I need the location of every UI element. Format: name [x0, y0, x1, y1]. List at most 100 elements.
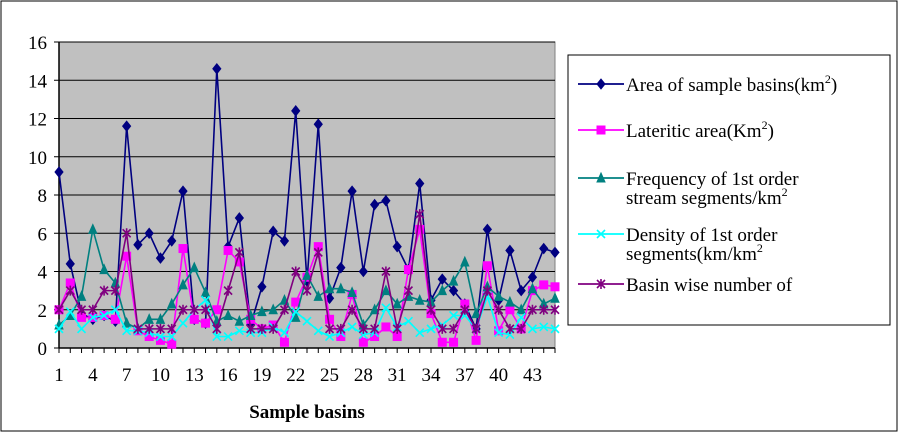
data-point: [200, 286, 211, 298]
data-point: [155, 313, 166, 324]
data-point: [302, 285, 312, 296]
y-tick-labels: 0 2 4 6 8 10 12 14 16: [28, 33, 48, 360]
data-point: [189, 261, 200, 273]
data-point: [279, 337, 289, 347]
data-point: [527, 271, 538, 284]
data-point: [494, 328, 504, 338]
data-point: [392, 323, 402, 334]
data-point: [403, 316, 414, 326]
legend-label: Lateritic area(Km2): [626, 118, 774, 142]
x-tick-label: 1: [54, 365, 64, 386]
data-point: [201, 318, 211, 328]
x-tick-label: 7: [122, 365, 132, 386]
data-point: [381, 266, 391, 277]
data-point: [471, 307, 481, 319]
data-point: [155, 252, 166, 264]
legend-label: stream segments/km2: [626, 185, 788, 209]
data-point: [279, 328, 290, 338]
data-point: [392, 240, 402, 253]
legend: Area of sample basins(km2) Lateritic area…: [578, 72, 837, 296]
data-point: [121, 120, 132, 132]
data-point: [246, 323, 256, 334]
data-point: [257, 280, 267, 293]
y-tick-label: 10: [28, 148, 47, 169]
data-point: [324, 323, 335, 334]
data-point: [403, 285, 414, 296]
data-point: [381, 322, 391, 332]
data-point: [54, 324, 64, 334]
x-tick-label: 10: [151, 365, 170, 386]
data-point: [539, 304, 549, 315]
legend-marker: [596, 171, 606, 183]
data-point: [268, 323, 278, 334]
data-point: [88, 312, 98, 322]
data-point: [448, 323, 459, 334]
x-tick-label: 19: [252, 365, 271, 386]
data-point: [99, 310, 109, 321]
x-axis-title: Sample basins: [249, 402, 365, 423]
legend-label: Frequency of 1st order: [626, 169, 799, 190]
data-point: [178, 244, 188, 254]
data-point: [437, 284, 448, 296]
data-point: [133, 238, 143, 251]
data-point: [426, 304, 436, 315]
data-point: [347, 322, 357, 332]
data-point: [133, 323, 143, 334]
legend-label: Area of sample basins(km2): [626, 72, 837, 96]
x-tick-label: 31: [388, 365, 407, 386]
y-tick-label: 14: [28, 71, 48, 92]
data-point: [505, 323, 515, 334]
data-point: [347, 286, 357, 298]
series-group: [54, 62, 560, 349]
data-point: [110, 305, 120, 315]
data-point: [358, 323, 368, 334]
data-point: [167, 235, 177, 247]
data-point: [178, 278, 188, 290]
data-point: [257, 305, 267, 317]
data-point: [268, 225, 278, 238]
data-point: [65, 258, 75, 270]
data-point: [155, 323, 166, 334]
data-point: [234, 212, 245, 224]
data-point: [122, 228, 132, 239]
data-point: [76, 304, 87, 315]
legend-marker: [596, 78, 606, 90]
x-tick-label: 16: [219, 365, 238, 386]
x-tick-label: 40: [489, 365, 508, 386]
data-point: [539, 322, 549, 332]
data-point: [302, 269, 312, 280]
data-point: [482, 223, 493, 236]
legend-marker: [596, 229, 606, 239]
data-point: [313, 247, 323, 258]
data-point: [279, 304, 290, 315]
data-point: [189, 314, 199, 324]
gridlines: [54, 41, 555, 349]
data-point: [415, 328, 425, 338]
data-point: [381, 284, 391, 296]
data-point: [505, 244, 515, 257]
data-point: [110, 314, 120, 324]
legend-entry-2: Lateritic area(Km2): [578, 118, 774, 142]
data-point: [550, 324, 560, 334]
y-tick-label: 16: [28, 33, 47, 54]
legend-marker: [596, 279, 606, 289]
data-point: [144, 313, 154, 324]
y-tick-label: 12: [28, 110, 47, 131]
data-point: [369, 198, 380, 211]
data-point: [234, 326, 244, 336]
data-point: [200, 295, 211, 305]
legend-marker: [596, 125, 606, 135]
legend-entry-5: Basin wise number of: [578, 275, 793, 296]
data-point: [539, 242, 549, 255]
x-tick-label: 34: [422, 365, 442, 386]
data-point: [516, 312, 526, 322]
data-point: [426, 324, 436, 334]
data-point: [505, 295, 515, 307]
data-point: [381, 303, 391, 313]
x-tick-labels: 1 4 7 10 13 16 19 22 25 28 31 34 37 40 43: [54, 365, 542, 386]
y-tick-label: 4: [38, 263, 48, 284]
data-point: [291, 307, 301, 317]
data-point: [358, 265, 369, 278]
